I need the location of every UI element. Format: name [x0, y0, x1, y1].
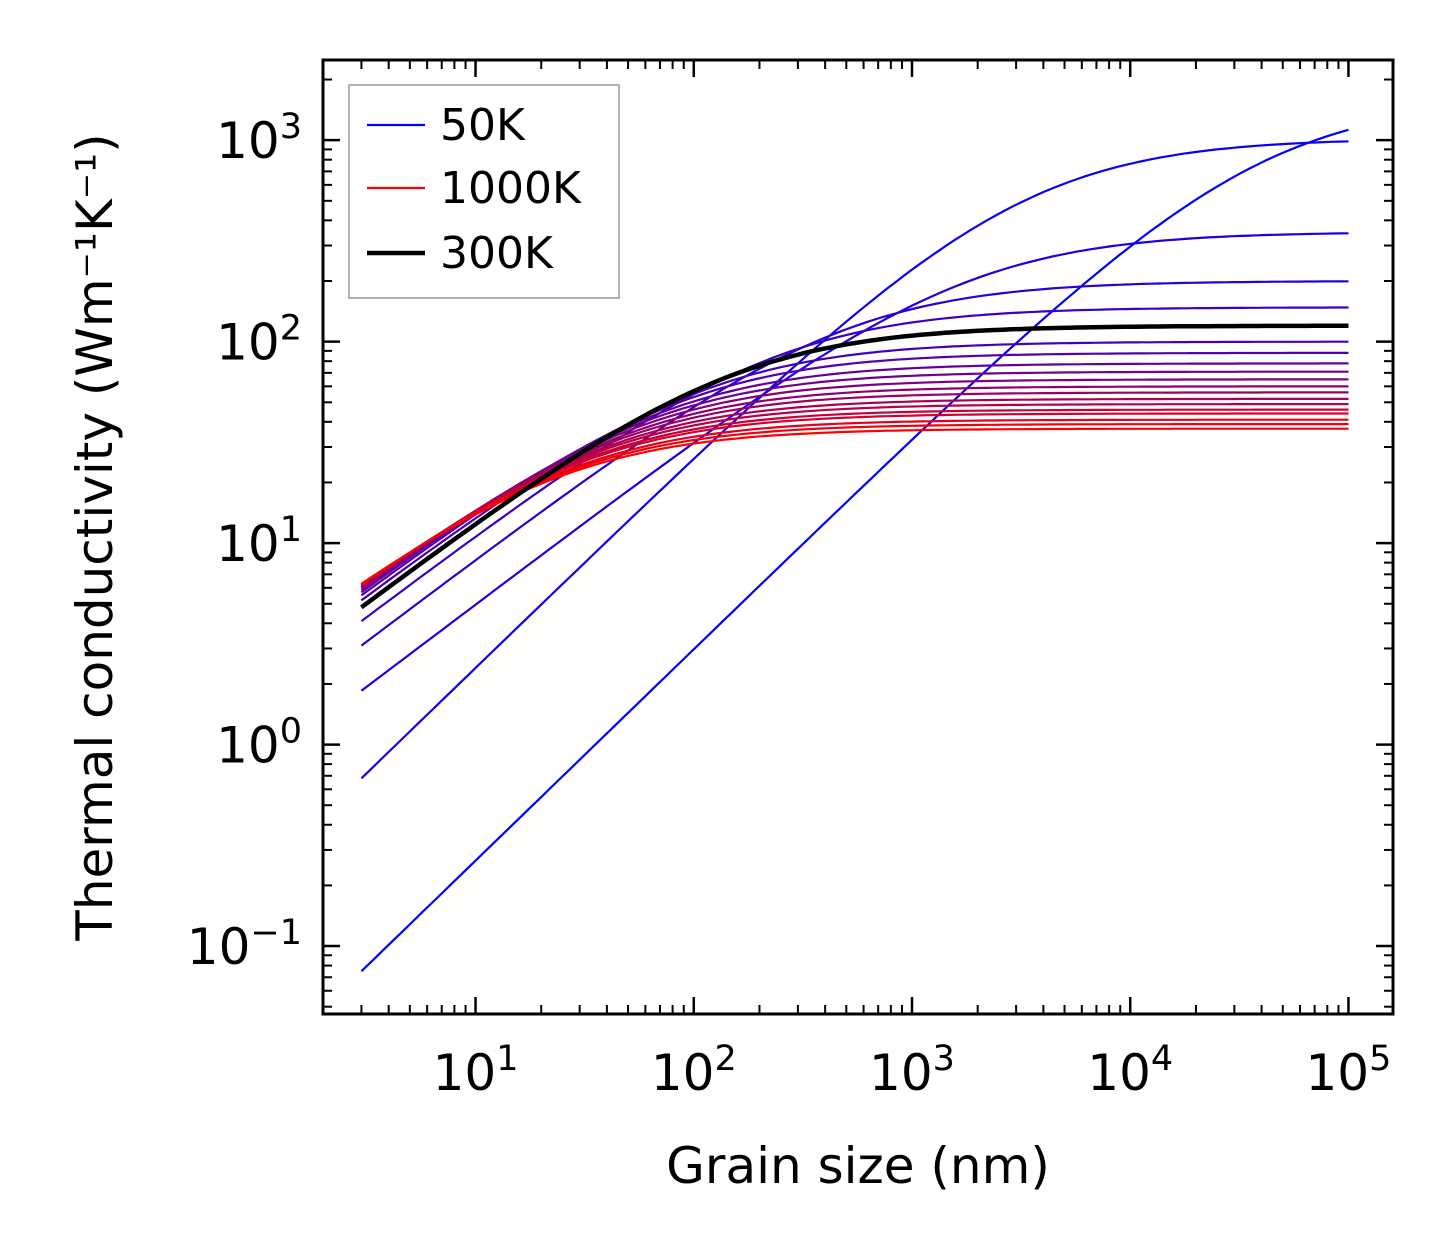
legend-label-300K: 300K	[440, 228, 554, 279]
legend-label-50K: 50K	[440, 100, 526, 151]
y-tick-label: 103	[216, 107, 302, 170]
series-line-100K	[360, 140, 1349, 780]
series-layer	[360, 128, 1349, 972]
x-tick-label: 103	[869, 1039, 955, 1102]
series-line-400K	[360, 351, 1349, 597]
series-line-200K	[360, 280, 1349, 647]
tick-labels: 101 102 103 104 105 10−1 100 101 102 103	[187, 107, 1392, 1102]
x-tick-label: 102	[651, 1039, 737, 1102]
y-tick-label: 100	[216, 712, 302, 775]
legend-label-1000K: 1000K	[440, 163, 582, 214]
y-tick-label: 10−1	[187, 913, 302, 976]
x-tick-label: 101	[433, 1039, 519, 1102]
series-line-50K	[360, 128, 1349, 972]
y-axis-label: Thermal conductivity (Wm⁻¹K⁻¹)	[66, 133, 124, 941]
series-line-150K	[360, 232, 1349, 692]
series-line-1000K	[360, 427, 1349, 585]
series-line-950K	[360, 423, 1349, 586]
legend-box	[348, 84, 620, 299]
series-line-250K	[360, 306, 1349, 622]
y-tick-label: 101	[216, 510, 302, 573]
series-line-850K	[360, 412, 1349, 586]
series-line-300K	[360, 323, 1349, 610]
x-tick-label: 104	[1087, 1039, 1173, 1102]
y-tick-label: 102	[216, 309, 302, 372]
x-axis-label: Grain size (nm)	[666, 1137, 1050, 1195]
plot-frame	[321, 58, 1395, 1016]
x-tick-label: 105	[1306, 1039, 1392, 1102]
legend: 50K 1000K 300K	[348, 84, 620, 299]
